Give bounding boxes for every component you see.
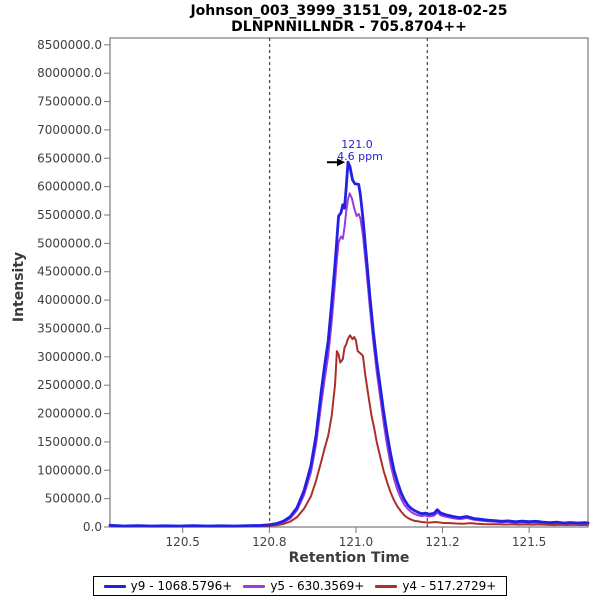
x-axis-title: Retention Time xyxy=(288,550,410,566)
chart-title: Johnson_003_3999_3151_09, 2018-02-25 DLN… xyxy=(110,3,588,35)
y-axis-tick-label: 2500000.0 xyxy=(37,378,102,392)
y-axis-tick-label: 5000000.0 xyxy=(37,236,102,250)
x-axis-tick-label: 120.8 xyxy=(252,535,286,549)
legend-label-y9: y9 - 1068.5796+ xyxy=(130,579,233,593)
y-axis-tick-label: 1000000.0 xyxy=(37,463,102,477)
legend-label-y5: y5 - 630.3569+ xyxy=(270,579,365,593)
chart-title-line2: DLNPNNILLNDR - 705.8704++ xyxy=(231,19,467,35)
y-axis-tick-label: 4000000.0 xyxy=(37,293,102,307)
peak-arrow-icon xyxy=(336,158,345,167)
peak-annotation-rt: 121.0 xyxy=(341,138,373,151)
legend-item-y9: y9 - 1068.5796+ xyxy=(103,579,233,593)
x-axis-tick-label: 121.5 xyxy=(512,535,546,549)
peak-annotation-ppm: 4.6 ppm xyxy=(337,150,383,163)
chart-title-line1: Johnson_003_3999_3151_09, 2018-02-25 xyxy=(190,3,508,19)
series-line-y4 xyxy=(109,334,589,528)
y-axis-tick-label: 3500000.0 xyxy=(37,321,102,335)
legend-label-y4: y4 - 517.2729+ xyxy=(402,579,497,593)
y-axis-tick-label: 7500000.0 xyxy=(37,95,102,109)
legend-line-sample-y5-icon xyxy=(243,584,266,588)
y-axis-tick-label: 0.0 xyxy=(83,520,102,534)
x-axis-tick-label: 121.2 xyxy=(425,535,459,549)
legend: y9 - 1068.5796+ y5 - 630.3569+ y4 - 517.… xyxy=(92,576,508,596)
y-axis-tick-label: 1500000.0 xyxy=(37,435,102,449)
series-line-y5 xyxy=(109,192,589,528)
y-axis-tick-label: 7000000.0 xyxy=(37,123,102,137)
y-axis-tick-label: 2000000.0 xyxy=(37,407,102,421)
y-axis-tick-label: 5500000.0 xyxy=(37,208,102,222)
x-axis-tick-label: 120.5 xyxy=(166,535,200,549)
y-axis-tick-label: 3000000.0 xyxy=(37,350,102,364)
y-axis-tick-label: 6000000.0 xyxy=(37,180,102,194)
y-axis-tick-label: 4500000.0 xyxy=(37,265,102,279)
y-axis-tick-label: 6500000.0 xyxy=(37,151,102,165)
series-line-y9 xyxy=(108,160,590,528)
legend-line-sample-y9-icon xyxy=(103,584,126,588)
y-axis-tick-label: 8500000.0 xyxy=(37,38,102,52)
plot-frame xyxy=(109,37,589,528)
legend-item-y5: y5 - 630.3569+ xyxy=(243,579,364,593)
y-axis-tick-label: 8000000.0 xyxy=(37,66,102,80)
legend-item-y4: y4 - 517.2729+ xyxy=(375,579,496,593)
legend-line-sample-y4-icon xyxy=(375,584,398,588)
y-axis-title: Intensity xyxy=(11,251,27,323)
y-axis-tick-label: 500000.0 xyxy=(45,492,102,506)
x-axis-tick-label: 121.0 xyxy=(339,535,373,549)
